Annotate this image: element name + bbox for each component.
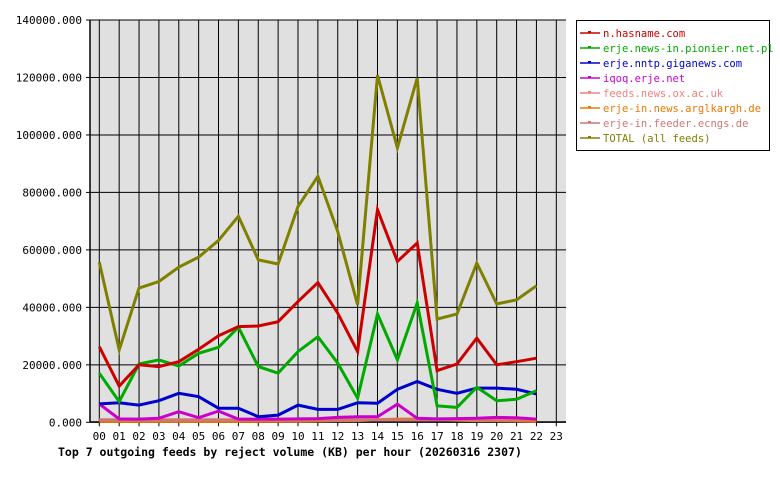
x-tick-label: 00 xyxy=(93,430,106,443)
y-axis-tick-labels: 0.000 20000.000 40000.000 60000.000 80000.00… xyxy=(16,14,90,429)
series-lines xyxy=(97,74,538,423)
legend-box xyxy=(576,20,770,151)
x-tick-label: 22 xyxy=(530,430,543,443)
y-tick-label: 20000.000 xyxy=(22,359,82,372)
y-tick-label: 60000.000 xyxy=(22,244,82,257)
x-tick-label: 08 xyxy=(252,430,265,443)
legend-item: erje.nntp.giganews.com xyxy=(580,58,742,70)
y-tick-label: 140000.000 xyxy=(16,14,82,27)
legend-item: n.hasname.com xyxy=(580,28,685,40)
legend-label: erje.nntp.giganews.com xyxy=(603,58,742,70)
legend-marker-icon xyxy=(588,91,591,93)
x-tick-label: 16 xyxy=(411,430,424,443)
series-line xyxy=(98,402,537,421)
y-tick-label: 80000.000 xyxy=(22,186,82,199)
legend-marker-icon xyxy=(588,61,591,63)
x-tick-label: 04 xyxy=(172,430,186,443)
x-tick-label: 21 xyxy=(510,430,523,443)
x-tick-label: 07 xyxy=(232,430,245,443)
y-tick-label: 100000.000 xyxy=(16,129,82,142)
x-tick-label: 03 xyxy=(152,430,165,443)
x-tick-label: 14 xyxy=(371,430,385,443)
legend-label: feeds.news.ox.ac.uk xyxy=(603,88,724,100)
x-tick-label: 20 xyxy=(490,430,503,443)
legend-marker-icon xyxy=(588,121,591,123)
x-tick-label: 02 xyxy=(132,430,145,443)
legend: n.hasname.com erje.news-in.pionier.net.pl… xyxy=(576,20,774,151)
legend-item: feeds.news.ox.ac.uk xyxy=(580,88,724,100)
legend-item: erje.news-in.pionier.net.pl xyxy=(580,43,774,55)
legend-item: iqoq.erje.net xyxy=(580,73,685,85)
x-tick-label: 12 xyxy=(331,430,344,443)
x-tick-label: 13 xyxy=(351,430,364,443)
y-tick-label: 0.000 xyxy=(49,416,82,429)
x-tick-label: 18 xyxy=(450,430,463,443)
x-tick-label: 23 xyxy=(550,430,563,443)
x-axis-tick-labels: 00 01 02 03 04 05 06 07 08 09 10 11 12 13 14 15 16 17 18 19… xyxy=(93,422,563,443)
x-tick-label: 01 xyxy=(113,430,126,443)
series-line xyxy=(97,203,537,389)
legend-label: iqoq.erje.net xyxy=(603,73,685,85)
x-tick-label: 15 xyxy=(391,430,404,443)
legend-label: erje-in.news.arglkargh.de xyxy=(603,103,761,115)
x-tick-label: 09 xyxy=(272,430,285,443)
vertical-gridlines xyxy=(98,20,557,423)
chart-title: Top 7 outgoing feeds by reject volume (K… xyxy=(58,445,522,459)
x-tick-label: 10 xyxy=(291,430,304,443)
y-tick-label: 120000.000 xyxy=(16,71,82,84)
legend-label: TOTAL (all feeds) xyxy=(603,133,710,145)
series-line xyxy=(99,379,537,419)
x-tick-label: 19 xyxy=(470,430,483,443)
legend-label: n.hasname.com xyxy=(603,28,685,40)
legend-label: erje.news-in.pionier.net.pl xyxy=(603,43,774,55)
legend-item: erje-in.feeder.ecngs.de xyxy=(580,118,748,130)
y-tick-label: 40000.000 xyxy=(22,301,82,314)
x-tick-label: 11 xyxy=(311,430,324,443)
legend-marker-icon xyxy=(588,76,591,78)
legend-marker-icon xyxy=(588,106,591,108)
legend-marker-icon xyxy=(588,31,591,33)
x-tick-label: 06 xyxy=(212,430,225,443)
series-line xyxy=(97,74,538,356)
legend-item: erje-in.news.arglkargh.de xyxy=(580,103,761,115)
legend-label: erje-in.feeder.ecngs.de xyxy=(603,118,748,130)
plot-area xyxy=(90,20,566,422)
legend-item: TOTAL (all feeds) xyxy=(580,133,710,145)
x-tick-label: 17 xyxy=(430,430,443,443)
legend-marker-icon xyxy=(588,46,591,48)
legend-marker-icon xyxy=(588,136,591,138)
x-tick-label: 05 xyxy=(192,430,205,443)
